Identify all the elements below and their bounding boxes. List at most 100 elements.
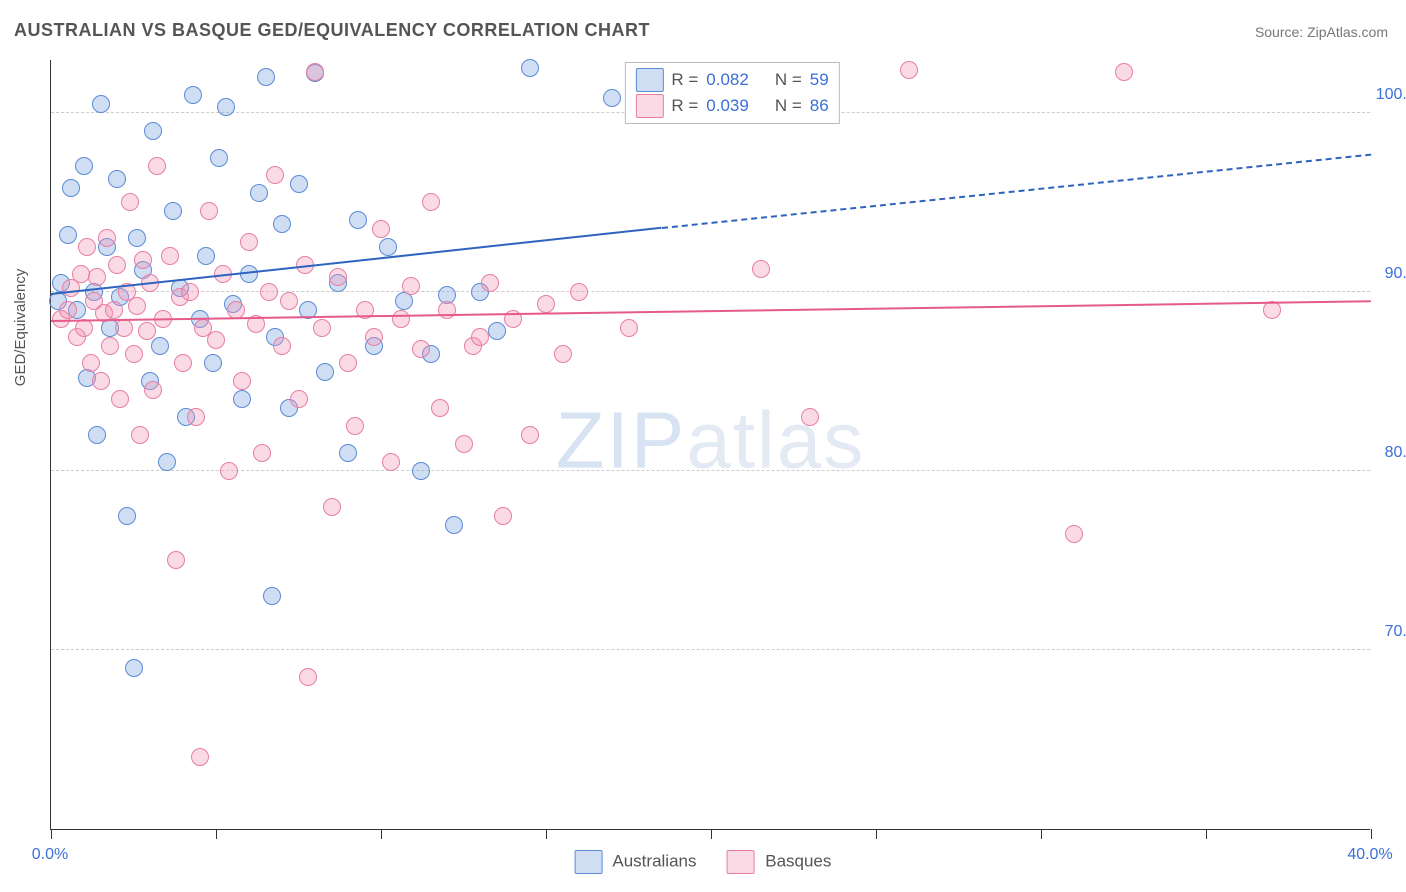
data-point — [92, 95, 110, 113]
y-tick-label: 80.0% — [1385, 444, 1406, 462]
data-point — [200, 202, 218, 220]
legend-row-1: R = 0.082 N = 59 — [635, 67, 828, 93]
data-point — [260, 283, 278, 301]
data-point — [187, 408, 205, 426]
data-point — [488, 322, 506, 340]
data-point — [161, 247, 179, 265]
legend-swatch-basques — [635, 94, 663, 118]
data-point — [273, 337, 291, 355]
data-point — [313, 319, 331, 337]
data-point — [138, 322, 156, 340]
data-point — [88, 268, 106, 286]
legend-correlation: R = 0.082 N = 59 R = 0.039 N = 86 — [624, 62, 839, 124]
data-point — [233, 372, 251, 390]
data-point — [72, 265, 90, 283]
y-axis-title: GED/Equivalency — [12, 269, 29, 387]
legend-series: Australians Basques — [575, 850, 832, 874]
data-point — [801, 408, 819, 426]
data-point — [412, 340, 430, 358]
data-point — [1115, 63, 1133, 81]
legend-item-basques: Basques — [727, 850, 832, 874]
data-point — [263, 587, 281, 605]
data-point — [197, 247, 215, 265]
watermark: ZIPatlas — [556, 394, 865, 486]
data-point — [554, 345, 572, 363]
y-tick-label: 90.0% — [1385, 265, 1406, 283]
data-point — [323, 498, 341, 516]
data-point — [349, 211, 367, 229]
n-label: N = — [775, 67, 802, 93]
x-tick — [51, 829, 52, 839]
data-point — [537, 295, 555, 313]
legend-swatch-australians — [635, 68, 663, 92]
data-point — [148, 157, 166, 175]
data-point — [111, 390, 129, 408]
data-point — [273, 215, 291, 233]
data-point — [620, 319, 638, 337]
r-value-australians: 0.082 — [706, 67, 749, 93]
x-tick — [1371, 829, 1372, 839]
data-point — [174, 354, 192, 372]
data-point — [365, 328, 383, 346]
x-tick — [1041, 829, 1042, 839]
data-point — [88, 426, 106, 444]
data-point — [1065, 525, 1083, 543]
r-value-basques: 0.039 — [706, 93, 749, 119]
x-tick — [876, 829, 877, 839]
data-point — [339, 444, 357, 462]
data-point — [164, 202, 182, 220]
data-point — [59, 226, 77, 244]
n-label: N = — [775, 93, 802, 119]
data-point — [290, 390, 308, 408]
data-point — [372, 220, 390, 238]
legend-swatch-australians — [575, 850, 603, 874]
data-point — [191, 748, 209, 766]
legend-row-2: R = 0.039 N = 86 — [635, 93, 828, 119]
data-point — [392, 310, 410, 328]
data-point — [752, 260, 770, 278]
gridline — [51, 649, 1370, 650]
data-point — [266, 166, 284, 184]
data-point — [290, 175, 308, 193]
source-label: Source: ZipAtlas.com — [1255, 24, 1388, 40]
data-point — [204, 354, 222, 372]
n-value-australians: 59 — [810, 67, 829, 93]
data-point — [144, 381, 162, 399]
data-point — [382, 453, 400, 471]
data-point — [98, 229, 116, 247]
data-point — [118, 507, 136, 525]
x-tick-label: 0.0% — [32, 846, 68, 864]
x-tick — [1206, 829, 1207, 839]
legend-item-australians: Australians — [575, 850, 697, 874]
data-point — [412, 462, 430, 480]
data-point — [240, 233, 258, 251]
data-point — [167, 551, 185, 569]
legend-swatch-basques — [727, 850, 755, 874]
trendline — [661, 154, 1371, 229]
data-point — [521, 426, 539, 444]
data-point — [59, 301, 77, 319]
data-point — [115, 319, 133, 337]
data-point — [603, 89, 621, 107]
r-label: R = — [671, 93, 698, 119]
data-point — [121, 193, 139, 211]
data-point — [250, 184, 268, 202]
r-label: R = — [671, 67, 698, 93]
y-tick-label: 100.0% — [1376, 86, 1406, 104]
data-point — [257, 68, 275, 86]
data-point — [227, 301, 245, 319]
data-point — [144, 122, 162, 140]
data-point — [128, 297, 146, 315]
data-point — [233, 390, 251, 408]
data-point — [220, 462, 238, 480]
data-point — [184, 86, 202, 104]
data-point — [75, 157, 93, 175]
data-point — [210, 149, 228, 167]
data-point — [494, 507, 512, 525]
data-point — [151, 337, 169, 355]
data-point — [125, 659, 143, 677]
data-point — [900, 61, 918, 79]
x-tick — [546, 829, 547, 839]
data-point — [207, 331, 225, 349]
data-point — [158, 453, 176, 471]
